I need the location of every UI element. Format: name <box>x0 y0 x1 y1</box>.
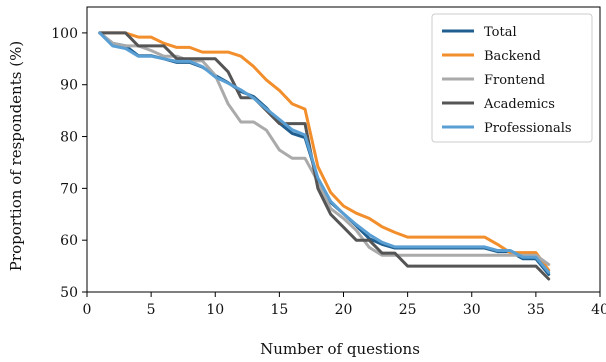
legend-box <box>431 13 593 143</box>
y-tick-label: 70 <box>60 181 78 197</box>
x-tick-label: 0 <box>83 302 92 318</box>
axes-layer: 0 5 10 15 20 25 30 35 40 50 60 70 80 90 100 <box>51 26 606 318</box>
legend: Total Backend Frontend Academics Professiona… <box>431 13 593 143</box>
legend-label-professionals: Professionals <box>484 121 572 136</box>
series-line-professionals <box>98 31 551 274</box>
series-line-academics <box>98 31 551 281</box>
legend-label-backend: Backend <box>484 49 541 64</box>
y-tick-label: 50 <box>60 285 78 301</box>
legend-label-total: Total <box>484 25 517 40</box>
y-tick-label: 80 <box>60 130 78 146</box>
x-tick-label: 25 <box>399 302 417 318</box>
x-axis-label: Number of questions <box>260 340 420 358</box>
y-tick-label: 90 <box>60 78 78 94</box>
y-tick-label: 100 <box>51 26 78 42</box>
x-tick-label: 5 <box>147 302 156 318</box>
legend-label-academics: Academics <box>483 97 555 112</box>
x-tick-label: 30 <box>463 302 481 318</box>
legend-label-frontend: Frontend <box>484 73 545 88</box>
y-tick-label: 60 <box>60 233 78 249</box>
y-axis-label: Proportion of respondents (%) <box>7 41 25 271</box>
series-line-backend <box>98 31 551 272</box>
x-tick-label: 20 <box>335 302 353 318</box>
x-tick-label: 40 <box>591 302 606 318</box>
x-tick-label: 15 <box>270 302 288 318</box>
series-layer <box>98 31 551 281</box>
x-tick-label: 10 <box>206 302 224 318</box>
x-tick-label: 35 <box>527 302 545 318</box>
